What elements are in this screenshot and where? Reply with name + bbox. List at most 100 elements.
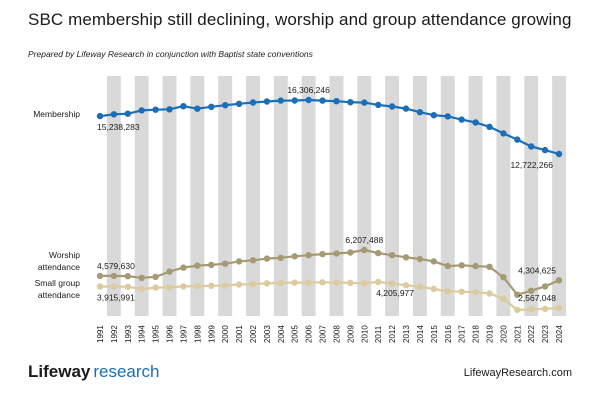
membership-data-label-2006: 16,306,246 xyxy=(287,85,330,95)
band-2008 xyxy=(329,76,344,316)
membership-point-1995 xyxy=(152,106,159,113)
small-group-point-2019 xyxy=(486,290,493,297)
band-2010 xyxy=(357,76,372,316)
worship-data-label-2010: 6,207,488 xyxy=(345,235,383,245)
worship-point-2020 xyxy=(500,274,507,281)
x-tick-2001: 2001 xyxy=(235,325,244,343)
membership-point-1996 xyxy=(166,106,173,113)
series-points xyxy=(96,96,563,314)
small-group-point-2014 xyxy=(416,283,424,290)
worship-point-2018 xyxy=(472,262,479,270)
worship-series-label: Worship attendance xyxy=(38,250,80,272)
x-tick-2018: 2018 xyxy=(472,325,481,343)
membership-point-2015 xyxy=(430,112,437,119)
x-tick-1994: 1994 xyxy=(138,325,147,343)
worship-point-2004 xyxy=(277,254,284,261)
membership-point-2011 xyxy=(375,101,382,109)
worship-point-2006 xyxy=(305,252,312,259)
worship-point-2022 xyxy=(528,287,535,294)
x-tick-2015: 2015 xyxy=(430,325,439,343)
lifeway-research-logo: Lifeway research xyxy=(28,362,160,382)
worship-point-1999 xyxy=(208,261,215,269)
worship-point-2000 xyxy=(222,260,229,267)
membership-point-1994 xyxy=(138,107,145,114)
membership-point-1992 xyxy=(110,111,118,118)
membership-point-2002 xyxy=(249,99,257,106)
band-2024 xyxy=(552,76,566,316)
small-group-point-2021 xyxy=(514,306,521,314)
membership-point-2007 xyxy=(319,97,326,104)
small-group-point-2000 xyxy=(222,282,229,289)
website-link[interactable]: LifewayResearch.com xyxy=(463,367,572,379)
membership-point-2024 xyxy=(555,150,563,158)
band-1996 xyxy=(162,76,177,316)
membership-point-2000 xyxy=(222,102,229,109)
worship-point-1995 xyxy=(152,273,159,281)
small-group-point-2004 xyxy=(277,279,284,287)
membership-data-label-2024: 12,722,266 xyxy=(510,160,553,170)
membership-series-label: Membership xyxy=(33,109,80,119)
worship-point-2012 xyxy=(388,252,396,259)
membership-series-label-line-1: Membership xyxy=(33,109,80,119)
band-2018 xyxy=(468,76,483,316)
membership-point-2008 xyxy=(333,98,340,105)
x-tick-2007: 2007 xyxy=(319,325,328,343)
small-group-point-2006 xyxy=(305,279,312,286)
x-tick-1996: 1996 xyxy=(166,325,175,343)
band-1994 xyxy=(134,76,149,316)
membership-point-2009 xyxy=(347,99,354,106)
membership-point-1999 xyxy=(208,103,215,111)
worship-line xyxy=(100,248,560,296)
membership-point-2022 xyxy=(528,143,535,150)
membership-point-2020 xyxy=(500,130,507,137)
worship-point-2001 xyxy=(235,258,243,265)
membership-point-2006 xyxy=(305,96,312,104)
small-group-point-2007 xyxy=(319,279,326,286)
x-tick-2011: 2011 xyxy=(374,325,383,343)
small-group-point-2012 xyxy=(388,280,396,287)
small-group-point-1991 xyxy=(96,283,104,290)
small-group-data-label-1991: 3,915,991 xyxy=(97,293,135,303)
small-group-point-1995 xyxy=(152,284,159,291)
x-tick-2005: 2005 xyxy=(291,325,300,343)
small-group-point-2018 xyxy=(472,289,479,296)
x-tick-2022: 2022 xyxy=(527,325,536,343)
x-tick-1999: 1999 xyxy=(207,325,216,343)
x-tick-2014: 2014 xyxy=(416,325,425,343)
x-tick-1998: 1998 xyxy=(193,325,202,343)
worship-point-2015 xyxy=(430,258,437,265)
small-group-series-label-line-2: attendance xyxy=(38,290,80,300)
small-group-point-2024 xyxy=(555,304,563,312)
x-tick-2006: 2006 xyxy=(305,325,314,343)
band-2004 xyxy=(273,76,288,316)
background-bands xyxy=(106,76,566,316)
membership-point-2017 xyxy=(458,116,465,123)
chart-title: SBC membership still declining, worship … xyxy=(28,10,572,29)
small-group-point-1992 xyxy=(110,283,118,290)
small-group-point-1999 xyxy=(208,282,215,289)
band-2002 xyxy=(246,76,260,316)
x-tick-2009: 2009 xyxy=(346,325,355,343)
small-group-series-label: Small group attendance xyxy=(35,278,81,300)
x-tick-2019: 2019 xyxy=(486,325,495,343)
membership-point-2018 xyxy=(472,119,479,126)
x-tick-1991: 1991 xyxy=(96,325,105,343)
membership-point-1997 xyxy=(180,103,187,110)
membership-point-2010 xyxy=(361,99,368,106)
worship-point-2016 xyxy=(444,262,451,270)
membership-point-2005 xyxy=(291,97,298,104)
worship-point-2011 xyxy=(375,249,382,257)
small-group-point-2015 xyxy=(430,285,437,293)
logo-lifeway-text: Lifeway xyxy=(28,362,91,381)
small-group-point-2020 xyxy=(500,295,507,302)
x-tick-2024: 2024 xyxy=(555,325,564,343)
small-group-point-1994 xyxy=(138,285,145,293)
worship-point-2021 xyxy=(514,291,521,298)
worship-point-1997 xyxy=(180,264,187,271)
worship-point-1991 xyxy=(96,272,104,280)
band-2016 xyxy=(440,76,455,316)
worship-point-2017 xyxy=(458,262,465,269)
x-tick-1992: 1992 xyxy=(110,325,119,343)
small-group-point-1998 xyxy=(194,282,201,290)
band-2000 xyxy=(218,76,233,316)
